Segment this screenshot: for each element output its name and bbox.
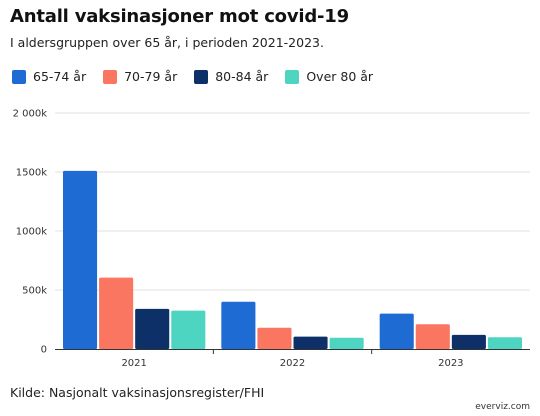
bar[interactable] (451, 334, 486, 349)
bar[interactable] (487, 337, 522, 349)
y-tick-label: 1500k (16, 168, 47, 179)
legend-label: 70-79 år (124, 69, 178, 84)
y-tick-label: 500k (22, 286, 47, 297)
legend-label: Over 80 år (306, 69, 374, 84)
x-tick-label: 2021 (121, 358, 146, 369)
bar[interactable] (63, 170, 98, 349)
chart-title: Antall vaksinasjoner mot covid-19 (10, 6, 349, 27)
bar[interactable] (171, 310, 206, 349)
bar[interactable] (257, 327, 292, 349)
bar[interactable] (329, 337, 364, 349)
y-tick-label: 0 (41, 345, 47, 356)
legend-swatch (285, 69, 300, 84)
credit-link[interactable]: everviz.com (475, 402, 530, 412)
x-tick-label: 2022 (280, 358, 305, 369)
y-tick-label: 2 000k (13, 109, 48, 120)
bar[interactable] (379, 313, 414, 349)
legend-item[interactable]: 65-74 år (12, 69, 86, 84)
legend-swatch (194, 69, 209, 84)
legend-label: 65-74 år (33, 69, 87, 84)
x-tick-label: 2023 (438, 358, 463, 369)
bar[interactable] (135, 308, 170, 349)
legend-swatch (12, 69, 26, 84)
bar[interactable] (221, 301, 256, 349)
y-tick-label: 1000k (16, 227, 47, 238)
source-note: Kilde: Nasjonalt vaksinasjonsregister/FH… (10, 385, 265, 400)
legend-label: 80-84 år (215, 69, 269, 84)
bar[interactable] (415, 324, 450, 349)
legend-item[interactable]: 80-84 år (194, 69, 268, 84)
chart-subtitle: I aldersgruppen over 65 år, i perioden 2… (10, 35, 324, 50)
legend-item[interactable]: Over 80 år (285, 69, 373, 84)
chart-legend: 65-74 år 70-79 år 80-84 år Over 80 år (12, 69, 390, 84)
bar[interactable] (99, 277, 134, 349)
bar[interactable] (293, 336, 328, 349)
legend-item[interactable]: 70-79 år (103, 69, 177, 84)
legend-swatch (103, 69, 118, 84)
